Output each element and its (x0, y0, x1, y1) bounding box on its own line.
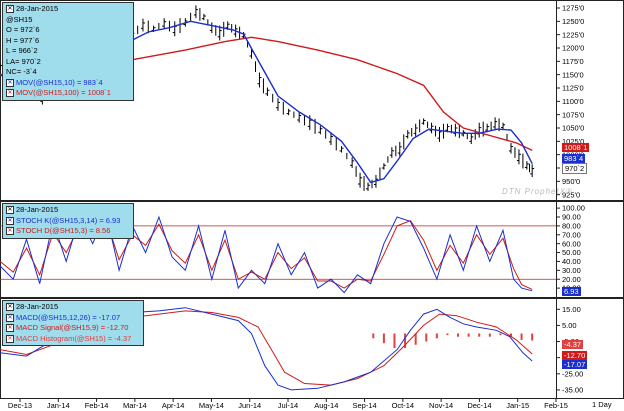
y-tick-label: 1200'0 (562, 44, 584, 53)
price-panel-date: 28-Jan-2015 (16, 4, 59, 13)
checkbox-icon[interactable]: ✕ (6, 313, 14, 322)
price-legend: ✕ 28-Jan-2015 @SH15 O = 972`6 H = 977`6 L… (2, 2, 134, 101)
y-tick-label: 1250'0 (562, 17, 584, 26)
macd-legend: ✕ 28-Jan-2015 ✕ MACD(@SH15,12,26) = -17.07… (2, 300, 144, 346)
stoch-k-legend-entry: STOCH K(@SH15,3,14) = 6.93 (16, 215, 121, 225)
x-tick-label: Aug-14 (314, 401, 338, 410)
interval-label[interactable]: 1 Day (592, 400, 612, 409)
y-tick-label: 1075'0 (562, 110, 584, 119)
x-tick-label: Mar-14 (123, 401, 147, 410)
y-tick-label: 1050'0 (562, 124, 584, 133)
checkbox-icon[interactable]: ✕ (6, 78, 14, 87)
macd-value-tag: -17.07 (562, 360, 588, 369)
y-tick-label: 80.00 (562, 221, 581, 230)
y-tick-label: 950'0 (562, 177, 580, 186)
low-label: L = 966`2 (6, 46, 38, 55)
x-tick-label: Jun-14 (238, 401, 261, 410)
macd-histogram-tag: -4.37 (562, 340, 584, 349)
ma100-value-tag: 1008`1 (562, 143, 590, 152)
x-tick-label: Jan-15 (506, 401, 529, 410)
macd-signal-tag: -12.70 (562, 351, 588, 360)
last-label: LA= 970`2 (6, 56, 41, 66)
x-tick-label: Dec-13 (8, 401, 32, 410)
last-price-tag: 970`2 (562, 163, 588, 174)
ma10-value-tag: 983`4 (562, 154, 586, 163)
y-tick-label: 1150'0 (562, 70, 584, 79)
y-tick-label: 30.00 (562, 266, 581, 275)
y-tick-label: 20.00 (562, 275, 581, 284)
y-tick-label: 100.00 (562, 204, 585, 213)
y-tick-label: 1225'0 (562, 30, 584, 39)
macd-panel-date: 28-Jan-2015 (16, 302, 59, 311)
stoch-d-legend-entry: STOCH D(@SH15,3) = 8.56 (16, 226, 111, 235)
checkbox-icon[interactable]: ✕ (6, 227, 14, 236)
y-tick-label: -35.00 (562, 386, 583, 395)
y-tick-label: 50.00 (562, 248, 581, 257)
checkbox-icon[interactable]: ✕ (6, 5, 14, 14)
y-tick-label: 1275'0 (562, 4, 584, 13)
x-tick-label: Jan-14 (47, 401, 70, 410)
y-tick-label: 1100'0 (562, 97, 584, 106)
x-tick-label: Nov-14 (429, 401, 453, 410)
open-label: O = 972`6 (6, 25, 40, 34)
x-tick-label: Feb-15 (544, 401, 568, 410)
stoch-k-line (0, 210, 533, 294)
x-tick-label: Oct-14 (392, 401, 415, 410)
symbol-label: @SH15 (6, 14, 33, 24)
y-tick-label: 925'0 (562, 190, 580, 199)
macd-legend-entry: MACD(@SH15,12,26) = -17.07 (16, 312, 121, 322)
checkbox-icon[interactable]: ✕ (6, 206, 14, 215)
y-tick-label: 5.00 (562, 321, 577, 330)
stoch-legend: ✕ 28-Jan-2015 ✕ STOCH K(@SH15,3,14) = 6.93… (2, 203, 134, 239)
ma100-legend-entry: MOV(@SH15,100) = 1008`1 (16, 88, 111, 97)
y-tick-label: 90.00 (562, 213, 581, 222)
y-tick-label: 15.00 (562, 305, 581, 314)
checkbox-icon[interactable]: ✕ (6, 216, 14, 225)
y-tick-label: 1175'0 (562, 57, 584, 66)
y-tick-label: 40.00 (562, 257, 581, 266)
checkbox-icon[interactable]: ✕ (6, 89, 14, 98)
macd-signal-legend-entry: MACD Signal(@SH15,9) = -12.70 (16, 323, 129, 332)
x-tick-label: May-14 (199, 401, 224, 410)
ma10-legend-entry: MOV(@SH15,10) = 983`4 (16, 77, 103, 87)
x-tick-label: Dec-14 (467, 401, 491, 410)
y-tick-label: 1125'0 (562, 84, 584, 93)
y-tick-label: 1025'0 (562, 137, 584, 146)
checkbox-icon[interactable]: ✕ (6, 303, 14, 312)
checkbox-icon[interactable]: ✕ (6, 324, 14, 333)
x-tick-label: Sep-14 (352, 401, 376, 410)
y-tick-label: 70.00 (562, 230, 581, 239)
x-tick-label: Feb-14 (85, 401, 109, 410)
change-label: NC= -3`4 (6, 67, 37, 76)
watermark: DTN ProphetX® (502, 187, 573, 196)
y-tick-label: 60.00 (562, 239, 581, 248)
y-tick-label: -25.00 (562, 369, 583, 378)
checkbox-icon[interactable]: ✕ (6, 334, 14, 343)
macd-histogram-legend-entry: MACD Histogram(@SH15) = -4.37 (16, 333, 132, 343)
stoch-value-tag: 6.93 (562, 287, 581, 296)
stoch-panel-date: 28-Jan-2015 (16, 205, 59, 214)
x-tick-label: Jul-14 (278, 401, 298, 410)
x-tick-label: Apr-14 (162, 401, 185, 410)
high-label: H = 977`6 (6, 35, 40, 45)
